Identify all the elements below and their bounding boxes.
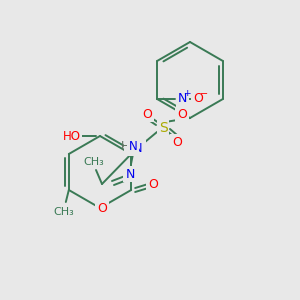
Text: O: O xyxy=(193,92,203,106)
Text: N: N xyxy=(129,140,137,154)
Text: O: O xyxy=(172,136,182,148)
Text: S: S xyxy=(159,121,167,135)
Text: N: N xyxy=(177,92,187,106)
Text: O: O xyxy=(148,178,158,191)
Text: +: + xyxy=(183,89,191,98)
Text: O: O xyxy=(177,109,187,122)
Text: −: − xyxy=(200,89,208,99)
Text: CH₃: CH₃ xyxy=(84,157,104,167)
Text: O: O xyxy=(142,107,152,121)
Text: O: O xyxy=(97,202,107,214)
Text: HN: HN xyxy=(126,142,144,154)
Text: HO: HO xyxy=(63,130,81,142)
Text: CH₃: CH₃ xyxy=(53,207,74,217)
Text: H: H xyxy=(121,140,129,154)
Text: N: N xyxy=(125,167,135,181)
